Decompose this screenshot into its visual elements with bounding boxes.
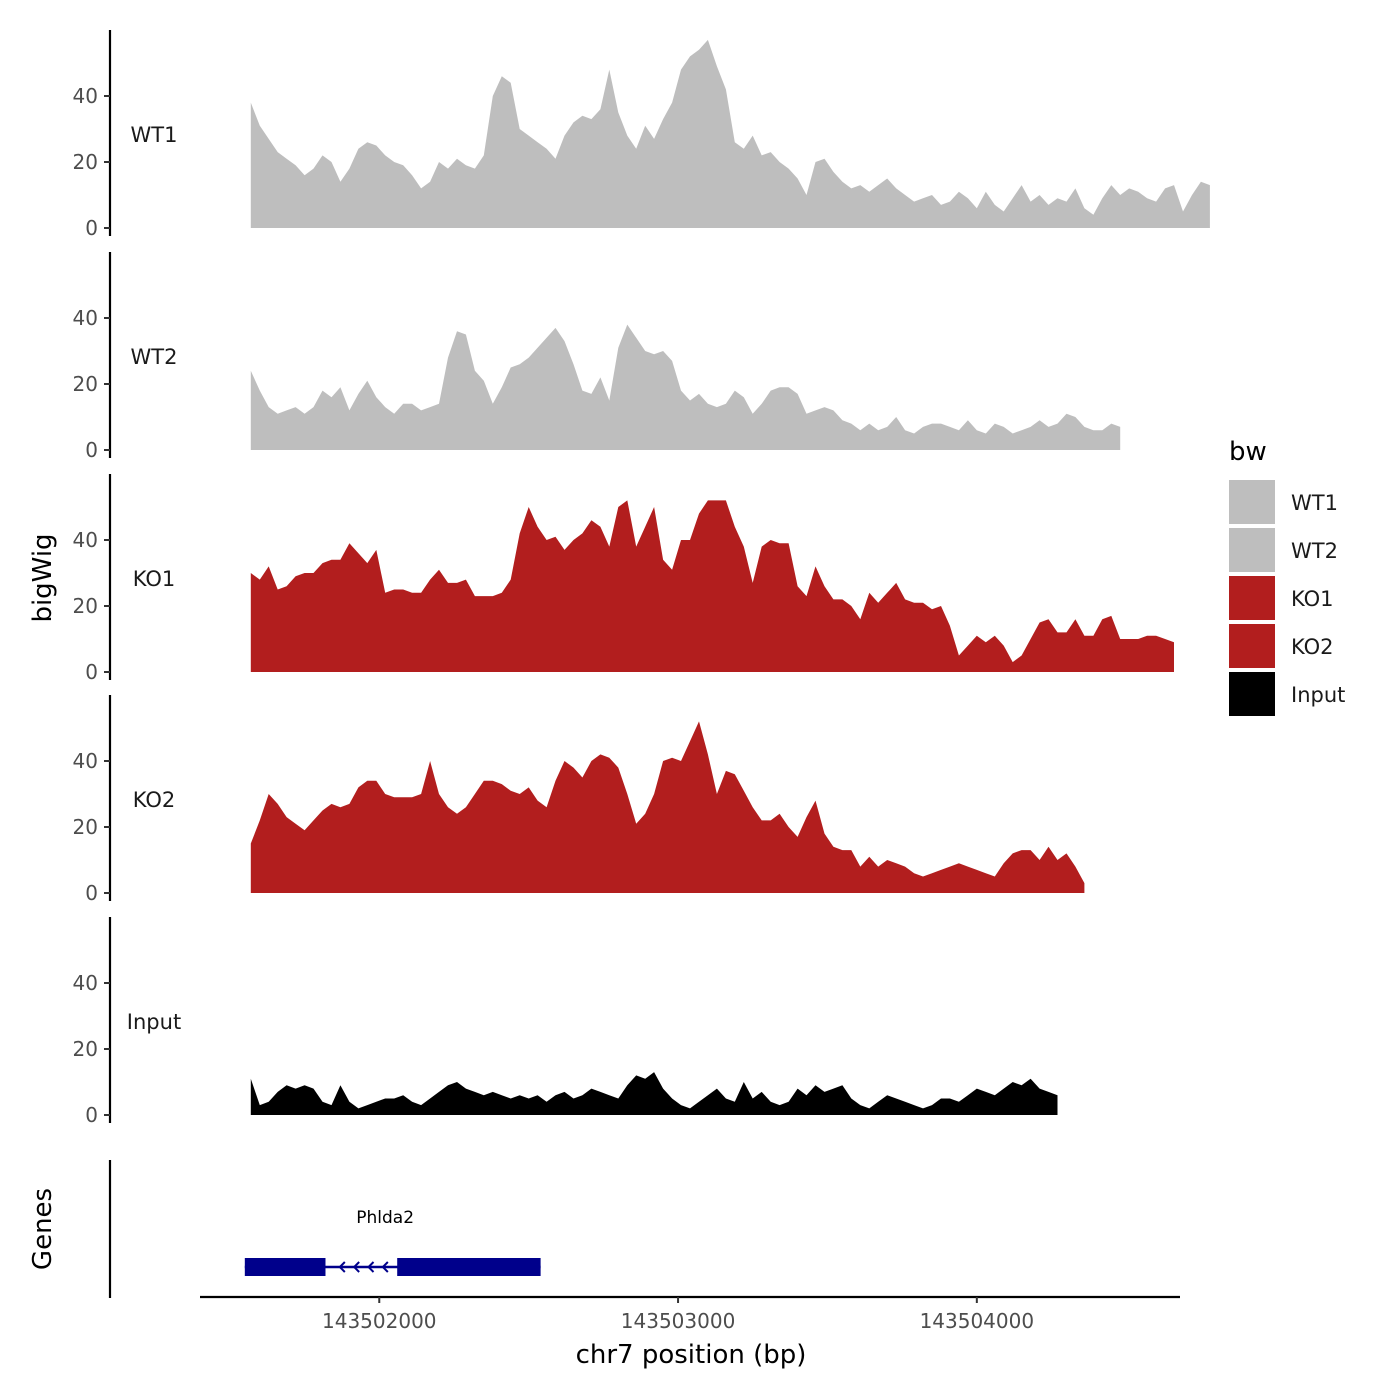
- y-tick-label: 40: [73, 749, 98, 773]
- x-tick-label: 143503000: [621, 1309, 736, 1333]
- signal-area-ko2: [250, 721, 1085, 893]
- y-tick-label: 40: [73, 971, 98, 995]
- legend-key-wt2: [1229, 528, 1275, 572]
- y-tick-label: 20: [73, 1037, 98, 1061]
- legend-key-wt1: [1229, 480, 1275, 524]
- legend-key-ko1: [1229, 576, 1275, 620]
- y-tick-label: 0: [85, 438, 98, 462]
- genes-axis-title: Genes: [28, 1188, 58, 1270]
- track-panel-wt1: 0 20 40 WT1: [73, 30, 1210, 240]
- track-label-wt1: WT1: [131, 123, 178, 147]
- y-tick-label: 20: [73, 372, 98, 396]
- x-axis-title: chr7 position (bp): [576, 1340, 807, 1370]
- legend-key-ko2: [1229, 624, 1275, 668]
- strand-arrow: [367, 1261, 375, 1273]
- track-label-ko1: KO1: [133, 567, 176, 591]
- legend-key-input: [1229, 672, 1275, 716]
- track-panel-ko1: 0 20 40 KO1: [73, 474, 1175, 684]
- legend-label-ko1: KO1: [1291, 587, 1334, 611]
- y-tick-label: 0: [85, 881, 98, 905]
- track-label-wt2: WT2: [131, 345, 178, 369]
- track-label-ko2: KO2: [133, 788, 176, 812]
- legend-title: bw: [1229, 437, 1267, 467]
- signal-area-wt1: [250, 39, 1210, 229]
- legend-label-wt2: WT2: [1291, 539, 1338, 563]
- gene-exon: [244, 1258, 326, 1276]
- legend-label-wt1: WT1: [1291, 491, 1338, 515]
- y-tick-label: 0: [85, 660, 98, 684]
- gene-exon: [397, 1258, 541, 1276]
- legend-label-ko2: KO2: [1291, 635, 1334, 659]
- signal-area-input: [250, 1072, 1058, 1115]
- x-tick-label: 143504000: [920, 1309, 1035, 1333]
- y-tick-label: 40: [73, 84, 98, 108]
- y-tick-label: 0: [85, 1103, 98, 1127]
- y-tick-label: 40: [73, 306, 98, 330]
- strand-arrow: [381, 1261, 389, 1273]
- y-tick-label: 40: [73, 528, 98, 552]
- track-panel-wt2: 0 20 40 WT2: [73, 252, 1121, 462]
- track-panel-ko2: 0 20 40 KO2: [73, 695, 1085, 905]
- y-tick-label: 20: [73, 150, 98, 174]
- signal-area-ko1: [250, 500, 1175, 672]
- gene-label: Phlda2: [356, 1208, 414, 1228]
- x-tick-label: 143502000: [322, 1309, 437, 1333]
- gene-phlda2: Phlda2: [244, 1208, 541, 1276]
- y-tick-label: 20: [73, 815, 98, 839]
- y-tick-label: 0: [85, 216, 98, 240]
- strand-arrow: [352, 1261, 360, 1273]
- y-tick-label: 20: [73, 594, 98, 618]
- track-panel-input: 0 20 40 Input: [73, 917, 1058, 1127]
- legend-label-input: Input: [1291, 683, 1345, 707]
- y-axis-title: bigWig: [28, 533, 58, 622]
- track-label-input: Input: [127, 1010, 181, 1034]
- strand-arrow: [338, 1261, 346, 1273]
- signal-area-wt2: [250, 324, 1121, 450]
